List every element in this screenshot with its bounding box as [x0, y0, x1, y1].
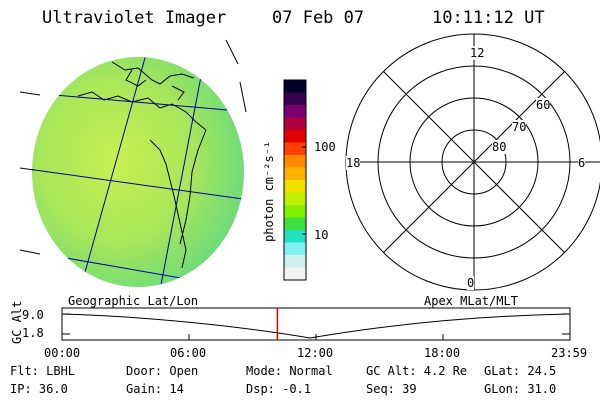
colorbar-band — [284, 180, 306, 193]
colorbar-band — [284, 217, 306, 231]
dsp-value: Dsp: -0.1 — [246, 382, 312, 396]
observation-date: 07 Feb 07 — [272, 8, 365, 28]
mode-value: Mode: Normal — [246, 364, 333, 378]
orbit-xtick-2359: 23:59 — [551, 346, 588, 360]
colorbar-band — [284, 205, 306, 218]
colorbar-band — [284, 255, 306, 268]
mlat-label-80: 80 — [492, 140, 507, 154]
mlt-label-12: 12 — [470, 46, 485, 60]
colorbar-tick-100: 100 — [314, 140, 336, 154]
glat-value: GLat: 24.5 — [484, 364, 557, 378]
instrument-title: Ultraviolet Imager — [42, 8, 227, 28]
color-scale-bar — [283, 79, 307, 281]
colorbar-band — [284, 192, 306, 206]
glon-value: GLon: 31.0 — [484, 382, 557, 396]
filter-value: Flt: LBHL — [10, 364, 76, 378]
colorbar-band — [284, 92, 306, 106]
coastlines — [77, 61, 207, 269]
colorbar-band — [284, 117, 306, 131]
mlat-label-60: 60 — [536, 98, 551, 112]
mlat-label-70: 70 — [512, 120, 527, 134]
colorbar-band — [284, 130, 306, 143]
orbit-xtick-0000: 00:00 — [44, 346, 81, 360]
gc-alt-value: GC Alt: 4.2 Re — [366, 364, 468, 378]
door-value: Door: Open — [126, 364, 199, 378]
colorbar-band — [284, 105, 306, 118]
colorbar-band — [284, 267, 306, 281]
orbit-xtick-1800: 18:00 — [424, 346, 461, 360]
orbit-xtick-1200: 12:00 — [297, 346, 334, 360]
mlt-label-6: 6 — [578, 156, 586, 170]
polar-caption: Apex MLat/MLT — [424, 294, 518, 308]
observation-time: 10:11:12 UT — [432, 8, 545, 28]
globe-caption: Geographic Lat/Lon — [68, 294, 199, 308]
orbit-xtick-0600: 06:00 — [170, 346, 207, 360]
colorbar-band — [284, 167, 306, 181]
colorbar-band — [284, 230, 306, 243]
seq-value: Seq: 39 — [366, 382, 417, 396]
colorbar-band — [284, 155, 306, 168]
orbit-ytick-low: 1.8 — [22, 326, 44, 340]
globe-disk — [32, 57, 244, 287]
ip-value: IP: 36.0 — [10, 382, 68, 396]
orbit-ytick-high: 9.0 — [22, 308, 44, 322]
polar-diagonal-2 — [383, 71, 565, 253]
orbit-altitude-curve — [61, 313, 571, 339]
mlt-label-0: 0 — [467, 276, 475, 290]
colorbar-band — [284, 142, 306, 156]
grid-extensions — [19, 39, 247, 255]
gain-value: Gain: 14 — [126, 382, 184, 396]
colorbar-band — [284, 242, 306, 256]
mlt-label-18: 18 — [346, 156, 361, 170]
colorbar-tick-10: 10 — [314, 228, 329, 242]
colorbar-band — [284, 80, 306, 93]
